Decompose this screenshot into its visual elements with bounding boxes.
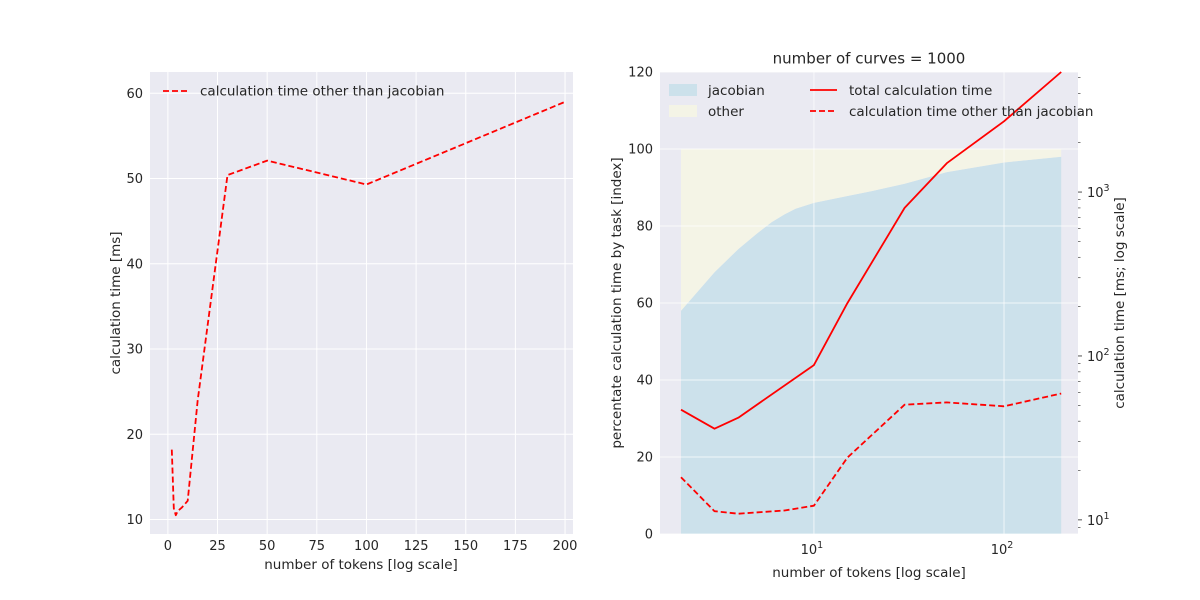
right-series	[680, 71, 1062, 515]
right-gridlines	[660, 71, 1078, 535]
right-secondary-y-tick-label: 103	[1087, 183, 1110, 201]
right-x-axis-label: number of tokens [log scale]	[772, 565, 966, 581]
left-x-tick-label: 75	[309, 539, 326, 554]
left-y-tick-label: 20	[126, 428, 143, 443]
right-x-tick-label: 101	[801, 540, 824, 558]
left-y-axis-label: calculation time [ms]	[108, 231, 124, 374]
left-x-tick-label: 0	[164, 539, 172, 554]
right-series-line-calculation-time-other-than-jacobian	[680, 392, 1062, 515]
left-chart: 0 25 50 75 100 125 150 175 200 10 20 30 40 50 60 calc…	[108, 72, 577, 573]
area-other	[681, 149, 1062, 311]
left-y-tick-label: 10	[126, 513, 143, 528]
right-y-tick-label: 60	[636, 297, 653, 312]
left-y-tick-label: 40	[126, 257, 143, 272]
right-y-tick-label: 100	[628, 143, 653, 158]
left-legend: calculation time other than jacobian	[163, 84, 444, 100]
legend-swatch-jacobian	[669, 84, 697, 96]
left-plot-background	[150, 72, 573, 534]
right-y-ticks: 0 20 40 60 80 100 120	[628, 66, 653, 543]
right-chart: 101 102 0 20 40 60 80 100 120 101 102 103 number …	[609, 50, 1128, 582]
right-secondary-y-axis-label: calculation time [ms; log scale]	[1112, 197, 1128, 409]
left-x-tick-label: 175	[503, 539, 528, 554]
right-y-tick-label: 0	[645, 528, 653, 543]
left-y-ticks: 10 20 30 40 50 60	[126, 87, 143, 528]
left-x-tick-label: 125	[404, 539, 429, 554]
left-y-tick-label: 50	[126, 172, 143, 187]
right-secondary-y-tick-label: 101	[1087, 511, 1110, 529]
left-x-tick-label: 50	[259, 539, 276, 554]
legend-swatch-other	[669, 105, 697, 117]
legend-label-other: other	[708, 104, 744, 120]
legend-label-jacobian: jacobian	[707, 83, 765, 99]
right-x-ticks: 101 102	[801, 540, 1014, 558]
right-series-line-total-calculation-time	[680, 71, 1062, 430]
area-jacobian	[681, 156, 1062, 534]
right-legend: jacobian other total calculation time ca…	[669, 83, 1093, 120]
legend-label-other-than-jacobian: calculation time other than jacobian	[849, 104, 1093, 120]
right-y-tick-label: 120	[628, 66, 653, 81]
right-y-tick-label: 40	[636, 374, 653, 389]
left-series-line	[170, 100, 566, 517]
right-y-tick-label: 20	[636, 451, 653, 466]
left-x-tick-label: 200	[553, 539, 578, 554]
left-series	[170, 100, 566, 517]
left-y-tick-label: 60	[126, 87, 143, 102]
left-x-tick-label: 25	[209, 539, 226, 554]
right-x-tick-label: 102	[991, 540, 1014, 558]
right-secondary-y-tick-label: 102	[1087, 347, 1110, 365]
left-x-ticks: 0 25 50 75 100 125 150 175 200	[164, 539, 578, 554]
right-stacked-areas	[681, 149, 1062, 534]
left-gridlines	[150, 72, 573, 534]
left-x-tick-label: 100	[354, 539, 379, 554]
right-chart-title: number of curves = 1000	[773, 50, 966, 68]
right-secondary-y-ticks: 101 102 103	[1078, 77, 1110, 529]
left-x-axis-label: number of tokens [log scale]	[264, 557, 458, 573]
right-y-axis-label: percentate calculation time by task [ind…	[609, 157, 625, 448]
left-y-tick-label: 30	[126, 343, 143, 358]
left-x-tick-label: 150	[453, 539, 478, 554]
right-y-tick-label: 80	[636, 220, 653, 235]
legend-label-total: total calculation time	[849, 83, 992, 99]
left-legend-label: calculation time other than jacobian	[200, 84, 444, 100]
